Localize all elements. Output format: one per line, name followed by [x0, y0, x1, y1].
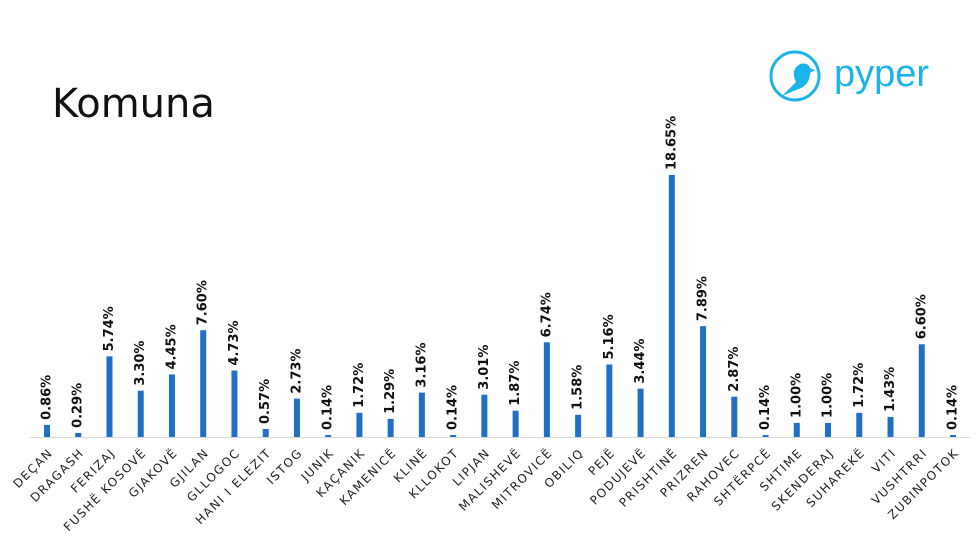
value-label: 7.89%: [696, 276, 711, 321]
bar: [668, 175, 675, 437]
value-label: 6.60%: [914, 294, 929, 339]
value-label: 1.00%: [789, 373, 804, 418]
bar: [512, 410, 519, 437]
bar: [731, 396, 738, 437]
bar: [44, 424, 50, 437]
bar: [106, 356, 113, 437]
value-label: 7.60%: [196, 280, 211, 325]
value-label: 0.14%: [946, 385, 961, 430]
logo-bird: [782, 63, 815, 96]
bar: [637, 388, 644, 437]
bar: [137, 390, 144, 437]
bar: [918, 344, 925, 437]
value-label: 5.74%: [102, 306, 117, 351]
bar: [356, 412, 363, 437]
bar: [543, 342, 550, 437]
bar: [575, 414, 582, 437]
value-label: 0.86%: [40, 375, 55, 420]
value-label: 0.29%: [71, 383, 86, 428]
bar: [793, 422, 800, 437]
logo-ring: [769, 50, 821, 102]
bar: [262, 428, 269, 437]
bar: [887, 416, 894, 437]
logo-text: pyper: [834, 53, 929, 95]
value-label: 1.00%: [821, 373, 836, 418]
bar: [450, 435, 457, 437]
bar: [325, 435, 332, 437]
value-label: 3.44%: [633, 339, 648, 384]
bar: [762, 435, 769, 437]
logo: pyper: [769, 50, 929, 102]
bar: [825, 422, 832, 437]
bar: [168, 374, 175, 437]
value-label: 0.57%: [258, 379, 273, 424]
value-label: 1.29%: [383, 369, 398, 414]
value-label: 4.73%: [227, 320, 242, 365]
bar: [700, 326, 707, 437]
value-label: 0.14%: [758, 385, 773, 430]
value-label: 6.74%: [539, 292, 554, 337]
bar: [387, 418, 394, 437]
value-label: 5.16%: [602, 314, 617, 359]
value-label: 1.43%: [883, 367, 898, 412]
bar: [418, 392, 425, 437]
value-label: 0.14%: [321, 385, 336, 430]
value-label: 4.45%: [164, 324, 179, 369]
bar: [75, 432, 82, 437]
value-label: 2.87%: [727, 347, 742, 392]
bar: [231, 370, 238, 437]
value-label: 3.16%: [414, 342, 429, 387]
value-label: 0.14%: [446, 385, 461, 430]
bar: [481, 394, 488, 437]
bar: [200, 330, 207, 437]
value-label: 1.72%: [852, 363, 867, 408]
bar: [293, 398, 300, 437]
bar: [856, 412, 863, 437]
value-label: 1.87%: [508, 361, 523, 406]
value-label: 1.58%: [571, 365, 586, 410]
value-label: 18.65%: [664, 116, 679, 170]
value-label: 2.73%: [289, 349, 304, 394]
bar: [606, 364, 613, 437]
value-label: 1.72%: [352, 363, 367, 408]
value-label: 3.01%: [477, 345, 492, 390]
value-label: 3.30%: [133, 341, 148, 386]
chart-title: Komuna: [52, 81, 215, 127]
bar: [950, 435, 956, 437]
